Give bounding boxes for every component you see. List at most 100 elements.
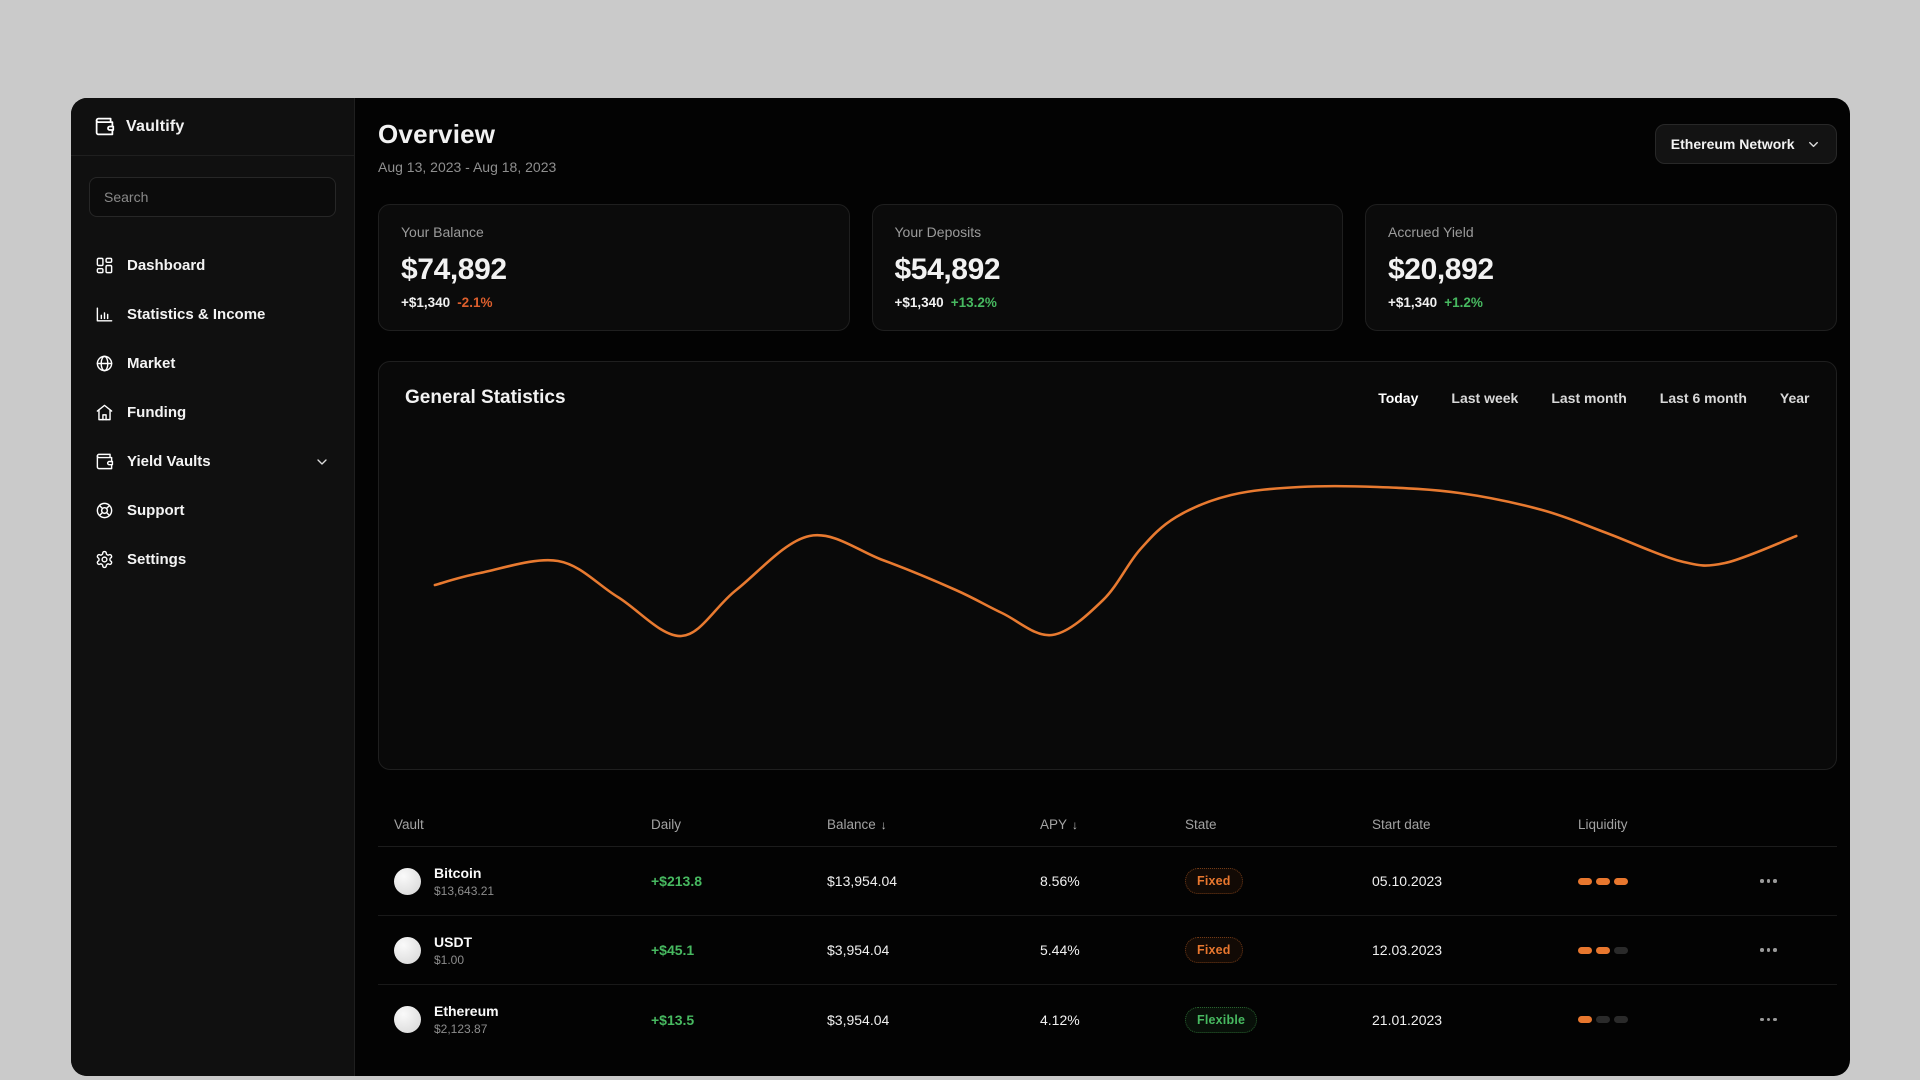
stat-delta: +$1,340 <box>1388 295 1438 310</box>
sort-down-icon: ↓ <box>880 817 887 832</box>
daily-change: +$13.5 <box>651 1011 695 1028</box>
app-window: Vaultify Dashboard Statistics & Income <box>71 98 1850 1076</box>
table-row-usdt[interactable]: USDT $1.00 +$45.1 $3,954.04 5.44% Fixed … <box>378 916 1837 985</box>
stat-percent: -2.1% <box>457 295 493 310</box>
sidebar-item-market[interactable]: Market <box>89 342 336 385</box>
stat-percent: +13.2% <box>950 295 997 310</box>
stat-card-balance: Your Balance $74,892 +$1,340 -2.1% <box>378 204 850 331</box>
time-filters: Today Last week Last month Last 6 month … <box>1378 390 1809 406</box>
balance-value: $13,954.04 <box>827 873 898 889</box>
sidebar-item-funding[interactable]: Funding <box>89 391 336 434</box>
state-badge: Flexible <box>1185 1006 1258 1033</box>
stat-card-yield: Accrued Yield $20,892 +$1,340 +1.2% <box>1365 204 1837 331</box>
stat-label: Your Balance <box>401 224 484 240</box>
stat-value: $54,892 <box>894 253 1001 286</box>
coin-avatar <box>394 1006 421 1033</box>
stat-delta: +$1,340 <box>894 295 944 310</box>
sidebar-item-label: Support <box>127 502 185 519</box>
liquidity-indicator <box>1578 1016 1760 1023</box>
network-selector-label: Ethereum Network <box>1670 136 1795 152</box>
coin-name: Bitcoin <box>434 864 482 881</box>
sidebar: Vaultify Dashboard Statistics & Income <box>71 98 355 1076</box>
filter-last-month[interactable]: Last month <box>1551 390 1627 406</box>
coin-price: $13,643.21 <box>434 883 495 898</box>
column-liquidity: Liquidity <box>1578 817 1628 832</box>
line-chart <box>405 423 1810 735</box>
sidebar-divider <box>71 155 354 156</box>
lifebuoy-icon <box>95 501 114 520</box>
stat-label: Your Deposits <box>894 224 982 240</box>
coin-name: Ethereum <box>434 1003 499 1019</box>
filter-today[interactable]: Today <box>1378 390 1419 406</box>
table-row-bitcoin[interactable]: Bitcoin $13,643.21 +$213.8 $13,954.04 8.… <box>378 847 1837 916</box>
sidebar-nav: Dashboard Statistics & Income Market Fun… <box>89 244 336 581</box>
gear-icon <box>95 550 114 569</box>
coin-name: USDT <box>434 933 473 950</box>
filter-last-6-month[interactable]: Last 6 month <box>1659 390 1747 406</box>
general-statistics-panel: General Statistics Today Last week Last … <box>378 361 1837 770</box>
stat-label: Accrued Yield <box>1388 224 1474 240</box>
filter-year[interactable]: Year <box>1779 390 1810 406</box>
stat-cards: Your Balance $74,892 +$1,340 -2.1% Your … <box>378 204 1837 331</box>
sidebar-item-settings[interactable]: Settings <box>89 538 336 581</box>
filter-last-week[interactable]: Last week <box>1451 390 1519 406</box>
sidebar-item-statistics-income[interactable]: Statistics & Income <box>89 293 336 336</box>
date-range: Aug 13, 2023 - Aug 18, 2023 <box>378 159 557 175</box>
stat-percent: +1.2% <box>1444 295 1483 310</box>
apy-value: 8.56% <box>1040 873 1080 889</box>
sidebar-item-label: Settings <box>127 551 187 568</box>
sort-down-icon: ↓ <box>1072 817 1079 832</box>
sidebar-item-label: Yield Vaults <box>127 453 211 470</box>
sidebar-item-label: Funding <box>127 404 187 421</box>
table-row-ethereum[interactable]: Ethereum $2,123.87 +$13.5 $3,954.04 4.12… <box>378 985 1837 1054</box>
column-start-date: Start date <box>1372 817 1431 832</box>
network-selector-button[interactable]: Ethereum Network <box>1654 124 1837 164</box>
daily-change: +$45.1 <box>651 942 695 958</box>
stat-value: $74,892 <box>401 253 507 286</box>
state-badge: Fixed <box>1185 868 1243 894</box>
column-apy-sort[interactable]: APY ↓ <box>1040 817 1079 832</box>
state-badge: Fixed <box>1185 937 1243 963</box>
start-date-value: 21.01.2023 <box>1372 1011 1443 1028</box>
main-content: Overview Aug 13, 2023 - Aug 18, 2023 Eth… <box>355 98 1850 1076</box>
row-menu-button[interactable] <box>1760 1017 1837 1022</box>
stat-delta: +$1,340 <box>401 295 451 310</box>
globe-icon <box>95 354 114 373</box>
balance-value: $3,954.04 <box>827 942 890 958</box>
line-chart-svg <box>433 484 1798 638</box>
brand-logo: Vaultify <box>89 98 336 155</box>
panel-title: General Statistics <box>405 387 566 408</box>
chevron-down-icon <box>314 454 330 470</box>
wallet-logo-icon <box>94 116 115 137</box>
coin-avatar <box>394 867 421 895</box>
coin-price: $1.00 <box>434 952 465 967</box>
sidebar-item-label: Market <box>127 355 176 372</box>
sidebar-item-support[interactable]: Support <box>89 489 336 532</box>
sidebar-item-label: Dashboard <box>127 257 206 274</box>
stat-card-deposits: Your Deposits $54,892 +$1,340 +13.2% <box>871 204 1343 331</box>
start-date-value: 12.03.2023 <box>1372 942 1443 958</box>
search-input[interactable] <box>89 177 336 217</box>
chart-line-path <box>433 484 1798 638</box>
chevron-down-icon <box>1806 137 1821 152</box>
coin-avatar <box>394 936 421 964</box>
sidebar-item-label: Statistics & Income <box>127 306 266 323</box>
page-title: Overview <box>378 119 496 149</box>
row-menu-button[interactable] <box>1760 948 1837 952</box>
bar-chart-icon <box>95 305 114 324</box>
balance-value: $3,954.04 <box>827 1011 890 1028</box>
stat-value: $20,892 <box>1388 253 1494 286</box>
column-balance-sort[interactable]: Balance ↓ <box>827 817 887 832</box>
brand-name: Vaultify <box>126 117 185 135</box>
column-daily: Daily <box>651 817 682 832</box>
home-icon <box>95 403 114 422</box>
daily-change: +$213.8 <box>651 873 702 889</box>
sidebar-item-dashboard[interactable]: Dashboard <box>89 244 336 287</box>
liquidity-indicator <box>1578 877 1760 885</box>
row-menu-button[interactable] <box>1760 879 1837 883</box>
sidebar-item-yield-vaults[interactable]: Yield Vaults <box>89 440 336 483</box>
dashboard-icon <box>95 256 114 275</box>
apy-value: 5.44% <box>1040 942 1080 958</box>
column-vault: Vault <box>394 817 424 832</box>
apy-value: 4.12% <box>1040 1011 1080 1028</box>
